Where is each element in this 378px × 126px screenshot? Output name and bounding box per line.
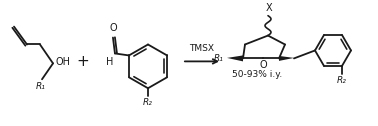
Text: TMSX: TMSX bbox=[189, 44, 214, 53]
Text: OH: OH bbox=[56, 57, 71, 67]
Polygon shape bbox=[227, 55, 243, 61]
Text: H: H bbox=[106, 57, 114, 67]
Text: 50-93% i.y.: 50-93% i.y. bbox=[232, 70, 282, 79]
Text: R₂: R₂ bbox=[337, 76, 347, 85]
Text: R₁: R₁ bbox=[214, 54, 224, 63]
Polygon shape bbox=[279, 56, 294, 61]
Text: +: + bbox=[77, 54, 89, 69]
Text: R₁: R₁ bbox=[36, 82, 46, 91]
Text: O: O bbox=[259, 60, 267, 70]
Text: O: O bbox=[109, 23, 117, 33]
Text: R₂: R₂ bbox=[143, 98, 153, 107]
Text: X: X bbox=[266, 3, 272, 13]
